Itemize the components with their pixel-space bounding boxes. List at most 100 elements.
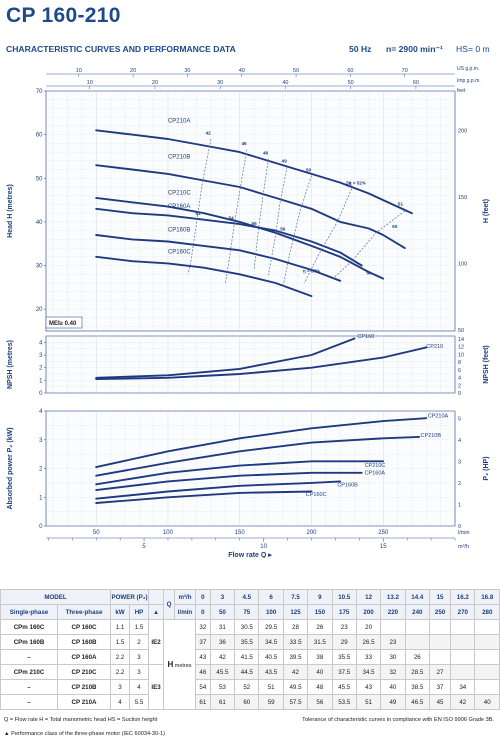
m3h-label: m³/h [174, 589, 196, 605]
head-value: 46 [195, 664, 211, 680]
lmin-label: l/min [174, 604, 196, 620]
three-phase-model: CP 210A [57, 694, 111, 710]
curve-cp160b [95, 480, 342, 500]
q-m3h-value: 15 [428, 589, 452, 605]
head-value: 29.5 [258, 619, 284, 635]
top-tick-label: 20 [152, 80, 158, 86]
y2-tick-label: 2 [458, 383, 461, 389]
y2-tick-label: 5 [458, 417, 461, 423]
curve-label: CP210C [168, 190, 191, 196]
head-value: 53 [209, 679, 236, 695]
curve-label: CP160B [168, 228, 190, 234]
head-value: 37.5 [331, 664, 357, 680]
head-value: 33.5 [282, 634, 309, 650]
q-m3h-value: 0 [195, 589, 211, 605]
y-tick-label: 4 [39, 340, 43, 346]
power-kw: 1.1 [110, 619, 130, 635]
y2-unit: feet [457, 88, 466, 94]
curve-cp210c [95, 460, 385, 486]
efficiency-line [253, 159, 269, 270]
head-value: 35.5 [331, 649, 357, 665]
y-tick-label: 60 [36, 133, 43, 139]
head-value: 31.5 [307, 634, 333, 650]
performance-class-note: ▲ Performance class of the three-phase m… [4, 731, 165, 737]
three-phase-model: CP 160B [57, 634, 111, 650]
top-tick-label: 50 [293, 68, 299, 74]
frequency-label: 50 Hz [349, 44, 372, 54]
curve-cp160a [95, 471, 363, 492]
table-row: – CP 160A 2.2 3 43 42 41.5 40.5 39.5 38 35.5 33 30 26 [0, 649, 500, 665]
curve-cp160a [95, 207, 363, 267]
mei-box [45, 316, 83, 329]
efficiency-label: η = 57% [303, 269, 320, 274]
three-phase-model: CP 210B [57, 679, 111, 695]
y-tick-label: 2 [39, 366, 43, 372]
curve-label: CP160A [168, 204, 190, 210]
head-value: 43 [355, 679, 382, 695]
head-value [474, 679, 500, 695]
power-hp: 4 [129, 679, 149, 695]
top-tick-label: 50 [348, 80, 354, 86]
curve-label: CP210A [168, 118, 190, 124]
single-phase-model: CPm 160B [0, 634, 58, 650]
top-tick-label: 10 [87, 80, 93, 86]
q-lmin-value: 0 [195, 604, 211, 620]
head-value: 28.5 [404, 664, 430, 680]
head-value: 26 [404, 649, 430, 665]
curve-cp160c [95, 490, 313, 504]
curve-cp160c [95, 255, 313, 298]
head-value: 39.5 [282, 649, 309, 665]
q-m3h-value: 6 [258, 589, 284, 605]
empty-cell [148, 589, 164, 605]
y-tick-label: 2 [39, 467, 43, 473]
head-value: 43 [195, 649, 211, 665]
power-hp: 1.5 [129, 619, 149, 635]
head-value: 42 [209, 649, 236, 665]
head-chart: 20 30 40 50 60 70 50 100 150 200 Head H (metres) H … [7, 66, 490, 334]
speed-label: n= 2900 min⁻¹ [386, 44, 443, 54]
table-row: Single-phase Three-phase kW HP ▲ l/min 0 50 75 10… [0, 604, 500, 620]
hp-header: HP [129, 604, 149, 620]
q-lmin-value: 50 [209, 604, 236, 620]
ie-class: IE3 [148, 664, 164, 710]
curve-cp160b [95, 234, 342, 282]
head-value: 49.5 [282, 679, 309, 695]
y-tick-label: 50 [36, 176, 43, 182]
head-value: 26.5 [355, 634, 382, 650]
suction-label: HS= 0 m [456, 44, 490, 54]
y2-tick-label: 100 [458, 261, 467, 267]
q-m3h-value: 10.5 [331, 589, 357, 605]
power-header: POWER (P₂) [110, 589, 149, 605]
q-lmin-value: 125 [282, 604, 309, 620]
y2-tick-label: 200 [458, 128, 467, 134]
page-title: CP 160-210 [6, 4, 121, 27]
y2-tick-label: 4 [458, 438, 461, 444]
power-hp: 2 [129, 634, 149, 650]
q-m3h-value: 16.8 [474, 589, 500, 605]
top-tick-label: 30 [184, 68, 190, 74]
three-phase-header: Three-phase [57, 604, 111, 620]
power-kw: 3 [110, 679, 130, 695]
y2-tick-label: 14 [458, 337, 464, 343]
top-tick-label: 30 [217, 80, 223, 86]
q-m3h-value: 9 [307, 589, 333, 605]
head-value [474, 634, 500, 650]
q-lmin-value: 220 [380, 604, 406, 620]
q-lmin-value: 150 [307, 604, 333, 620]
y-tick-label: 0 [39, 524, 43, 530]
table-row: CPm 160B CP 160B 1.5 2 37 36 35.5 34.5 33.5 31.5 2… [0, 634, 500, 650]
head-value: 46.5 [404, 694, 430, 710]
top-tick-label: 60 [347, 68, 353, 74]
head-value: 20 [355, 619, 382, 635]
curve-label: CP210B [421, 433, 442, 439]
head-value: 34 [450, 679, 476, 695]
power-kw: 1.5 [110, 634, 130, 650]
q-label: Q [163, 589, 175, 620]
head-value [474, 649, 500, 665]
top-axis-unit: US g.p.m. [457, 66, 479, 72]
head-value: 45.5 [209, 664, 236, 680]
efficiency-label: 51 [398, 201, 404, 206]
